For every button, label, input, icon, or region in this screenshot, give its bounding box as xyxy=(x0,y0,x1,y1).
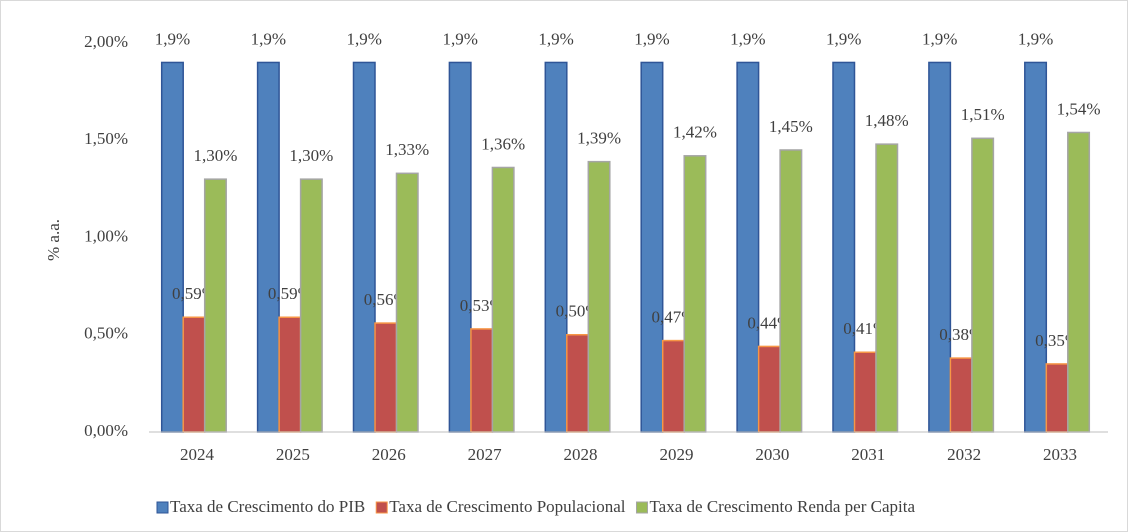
legend-swatch xyxy=(375,501,388,514)
data-label: 1,9% xyxy=(730,29,765,48)
bar xyxy=(640,61,664,433)
y-tick-label: 0,50% xyxy=(84,324,128,343)
x-tick-label: 2025 xyxy=(276,445,310,464)
data-label: 1,9% xyxy=(538,29,573,48)
bar xyxy=(1045,363,1069,433)
legend-label: Taxa de Crescimento Populacional xyxy=(389,497,626,516)
bar xyxy=(757,345,781,433)
bar xyxy=(544,61,568,433)
data-label: 1,36% xyxy=(481,134,525,153)
bar xyxy=(203,178,227,433)
data-label: 1,9% xyxy=(922,29,957,48)
data-label: 1,9% xyxy=(1018,29,1053,48)
bar xyxy=(587,160,611,433)
data-label: 1,9% xyxy=(442,29,477,48)
data-label: 1,30% xyxy=(193,146,237,165)
bar xyxy=(1067,131,1091,433)
bar xyxy=(832,61,856,433)
x-tick-label: 2028 xyxy=(564,445,598,464)
bar xyxy=(683,155,707,433)
legend-label: Taxa de Crescimento Renda per Capita xyxy=(649,497,915,516)
bar xyxy=(949,357,973,433)
y-tick-label: 2,00% xyxy=(84,32,128,51)
bar xyxy=(352,61,376,433)
bar xyxy=(928,61,952,433)
bar xyxy=(971,137,995,433)
x-tick-label: 2031 xyxy=(851,445,885,464)
bar xyxy=(448,61,472,433)
data-label: 1,30% xyxy=(289,146,333,165)
bar xyxy=(853,351,877,433)
data-label: 1,45% xyxy=(769,117,813,136)
data-label: 1,51% xyxy=(961,105,1005,124)
data-label: 1,39% xyxy=(577,129,621,148)
bar xyxy=(779,149,803,433)
x-tick-label: 2032 xyxy=(947,445,981,464)
y-tick-label: 1,00% xyxy=(84,226,128,245)
data-label: 1,9% xyxy=(251,29,286,48)
bar xyxy=(1024,61,1048,433)
y-axis-label: % a.a. xyxy=(44,219,63,261)
x-tick-label: 2027 xyxy=(468,445,503,464)
x-tick-label: 2026 xyxy=(372,445,406,464)
data-label: 1,9% xyxy=(826,29,861,48)
bar xyxy=(736,61,760,433)
bar xyxy=(374,322,398,433)
data-label: 1,33% xyxy=(385,140,429,159)
bar xyxy=(182,316,206,433)
bar xyxy=(661,339,685,433)
legend-swatch xyxy=(635,501,648,514)
data-label: 1,42% xyxy=(673,123,717,142)
bar xyxy=(395,172,419,433)
bar xyxy=(491,166,515,433)
bar xyxy=(278,316,302,433)
data-label: 1,9% xyxy=(155,29,190,48)
data-label: 1,54% xyxy=(1057,99,1101,118)
bar xyxy=(256,61,280,433)
data-label: 1,9% xyxy=(347,29,382,48)
y-tick-label: 1,50% xyxy=(84,129,128,148)
legend-label: Taxa de Crescimento do PIB xyxy=(170,497,365,516)
bar xyxy=(470,328,494,433)
y-tick-label: 0,00% xyxy=(84,421,128,440)
data-label: 1,9% xyxy=(634,29,669,48)
x-tick-label: 2033 xyxy=(1043,445,1077,464)
x-tick-label: 2024 xyxy=(180,445,215,464)
bar xyxy=(875,143,899,433)
bar xyxy=(299,178,323,433)
bar xyxy=(566,334,590,433)
x-tick-label: 2029 xyxy=(659,445,693,464)
legend-swatch xyxy=(156,501,169,514)
bar xyxy=(160,61,184,433)
data-label: 1,48% xyxy=(865,111,909,130)
x-tick-label: 2030 xyxy=(755,445,789,464)
